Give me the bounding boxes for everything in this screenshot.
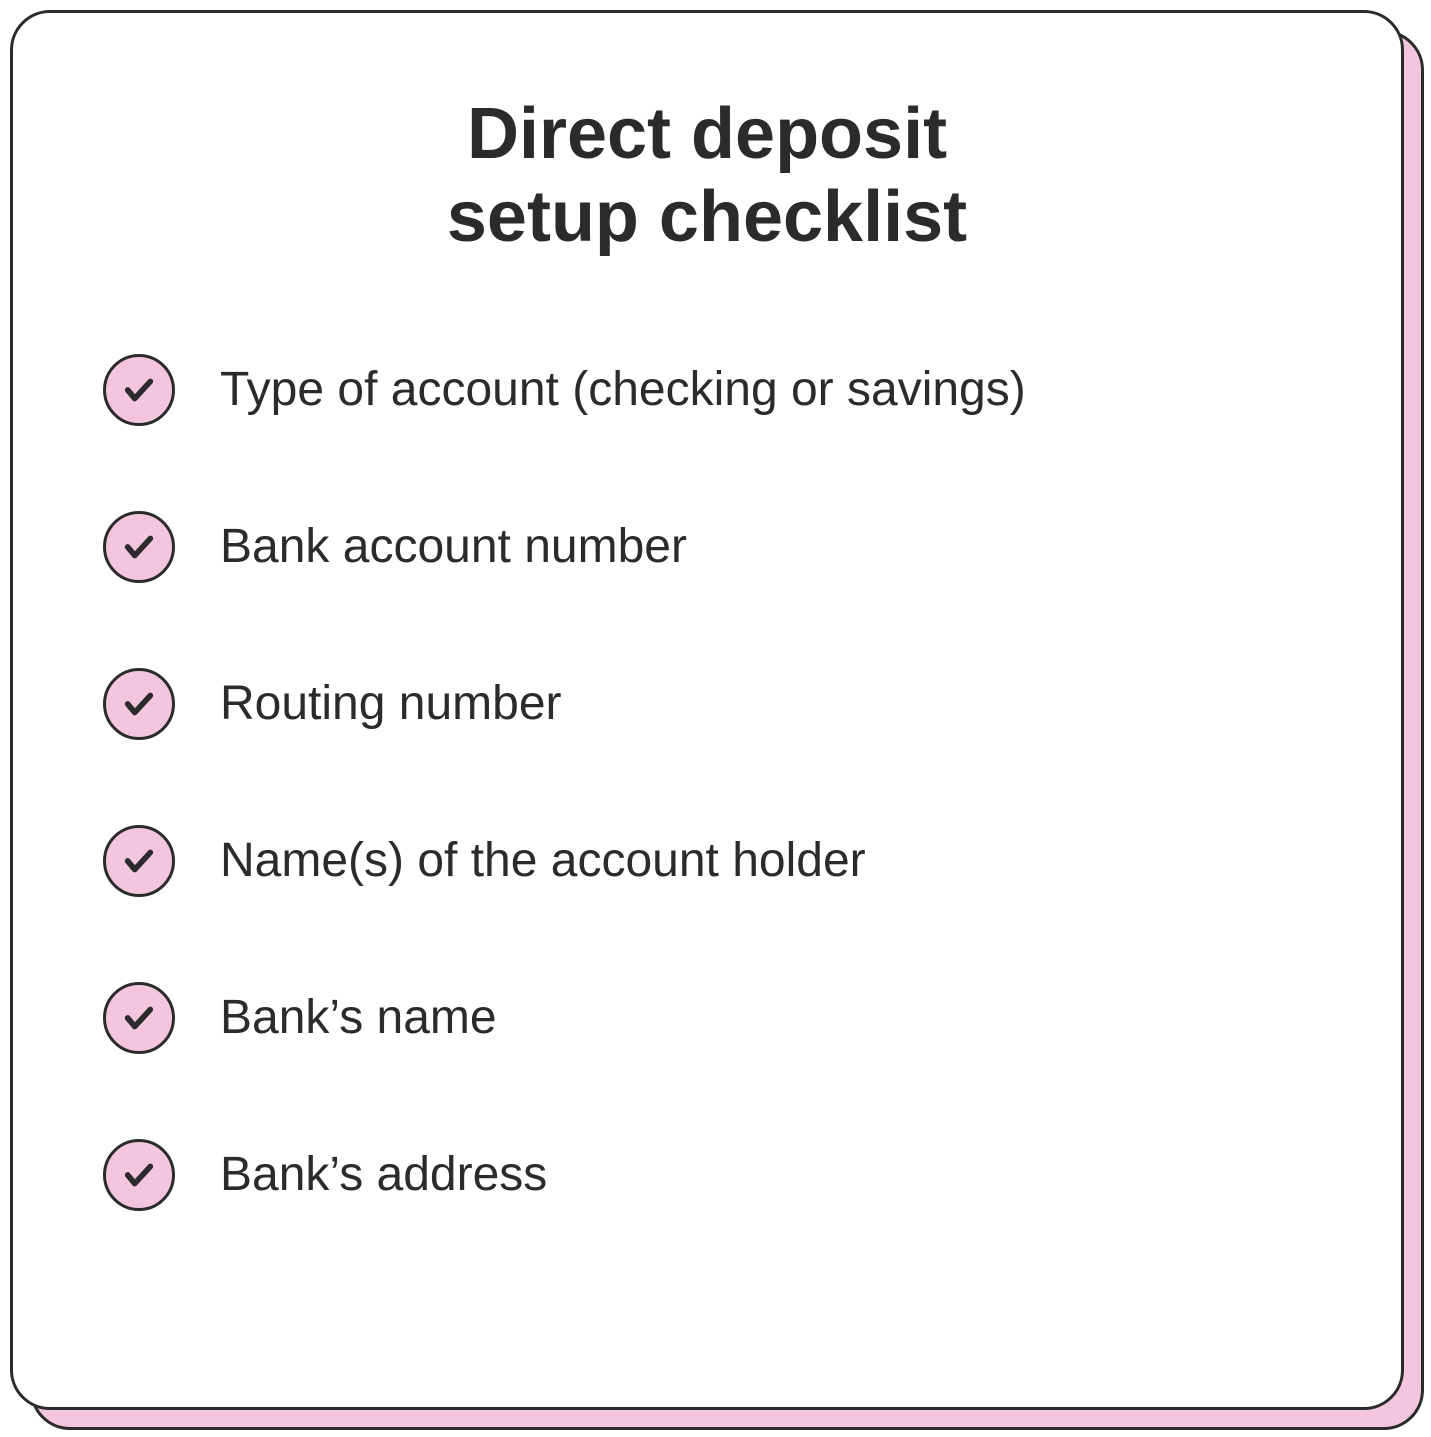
checklist-item: Bank account number <box>103 511 1311 583</box>
checklist-item: Type of account (checking or savings) <box>103 354 1311 426</box>
checklist-item: Routing number <box>103 668 1311 740</box>
check-icon <box>103 825 175 897</box>
check-icon <box>103 511 175 583</box>
checklist-item-label: Routing number <box>220 675 562 733</box>
check-icon <box>103 668 175 740</box>
checklist-item-label: Type of account (checking or savings) <box>220 361 1026 419</box>
checklist-item-label: Name(s) of the account holder <box>220 832 866 890</box>
checklist-item-label: Bank’s name <box>220 989 497 1047</box>
checklist-card: Direct deposit setup checklist Type of a… <box>10 10 1404 1410</box>
checklist-item: Bank’s address <box>103 1139 1311 1211</box>
check-icon <box>103 1139 175 1211</box>
title-line-2: setup checklist <box>447 177 967 257</box>
checklist-item-label: Bank’s address <box>220 1146 547 1204</box>
card-title: Direct deposit setup checklist <box>103 93 1311 259</box>
title-line-1: Direct deposit <box>467 94 947 174</box>
checklist: Type of account (checking or savings) Ba… <box>103 354 1311 1211</box>
checklist-item-label: Bank account number <box>220 518 687 576</box>
check-icon <box>103 354 175 426</box>
checklist-item: Bank’s name <box>103 982 1311 1054</box>
checklist-item: Name(s) of the account holder <box>103 825 1311 897</box>
check-icon <box>103 982 175 1054</box>
